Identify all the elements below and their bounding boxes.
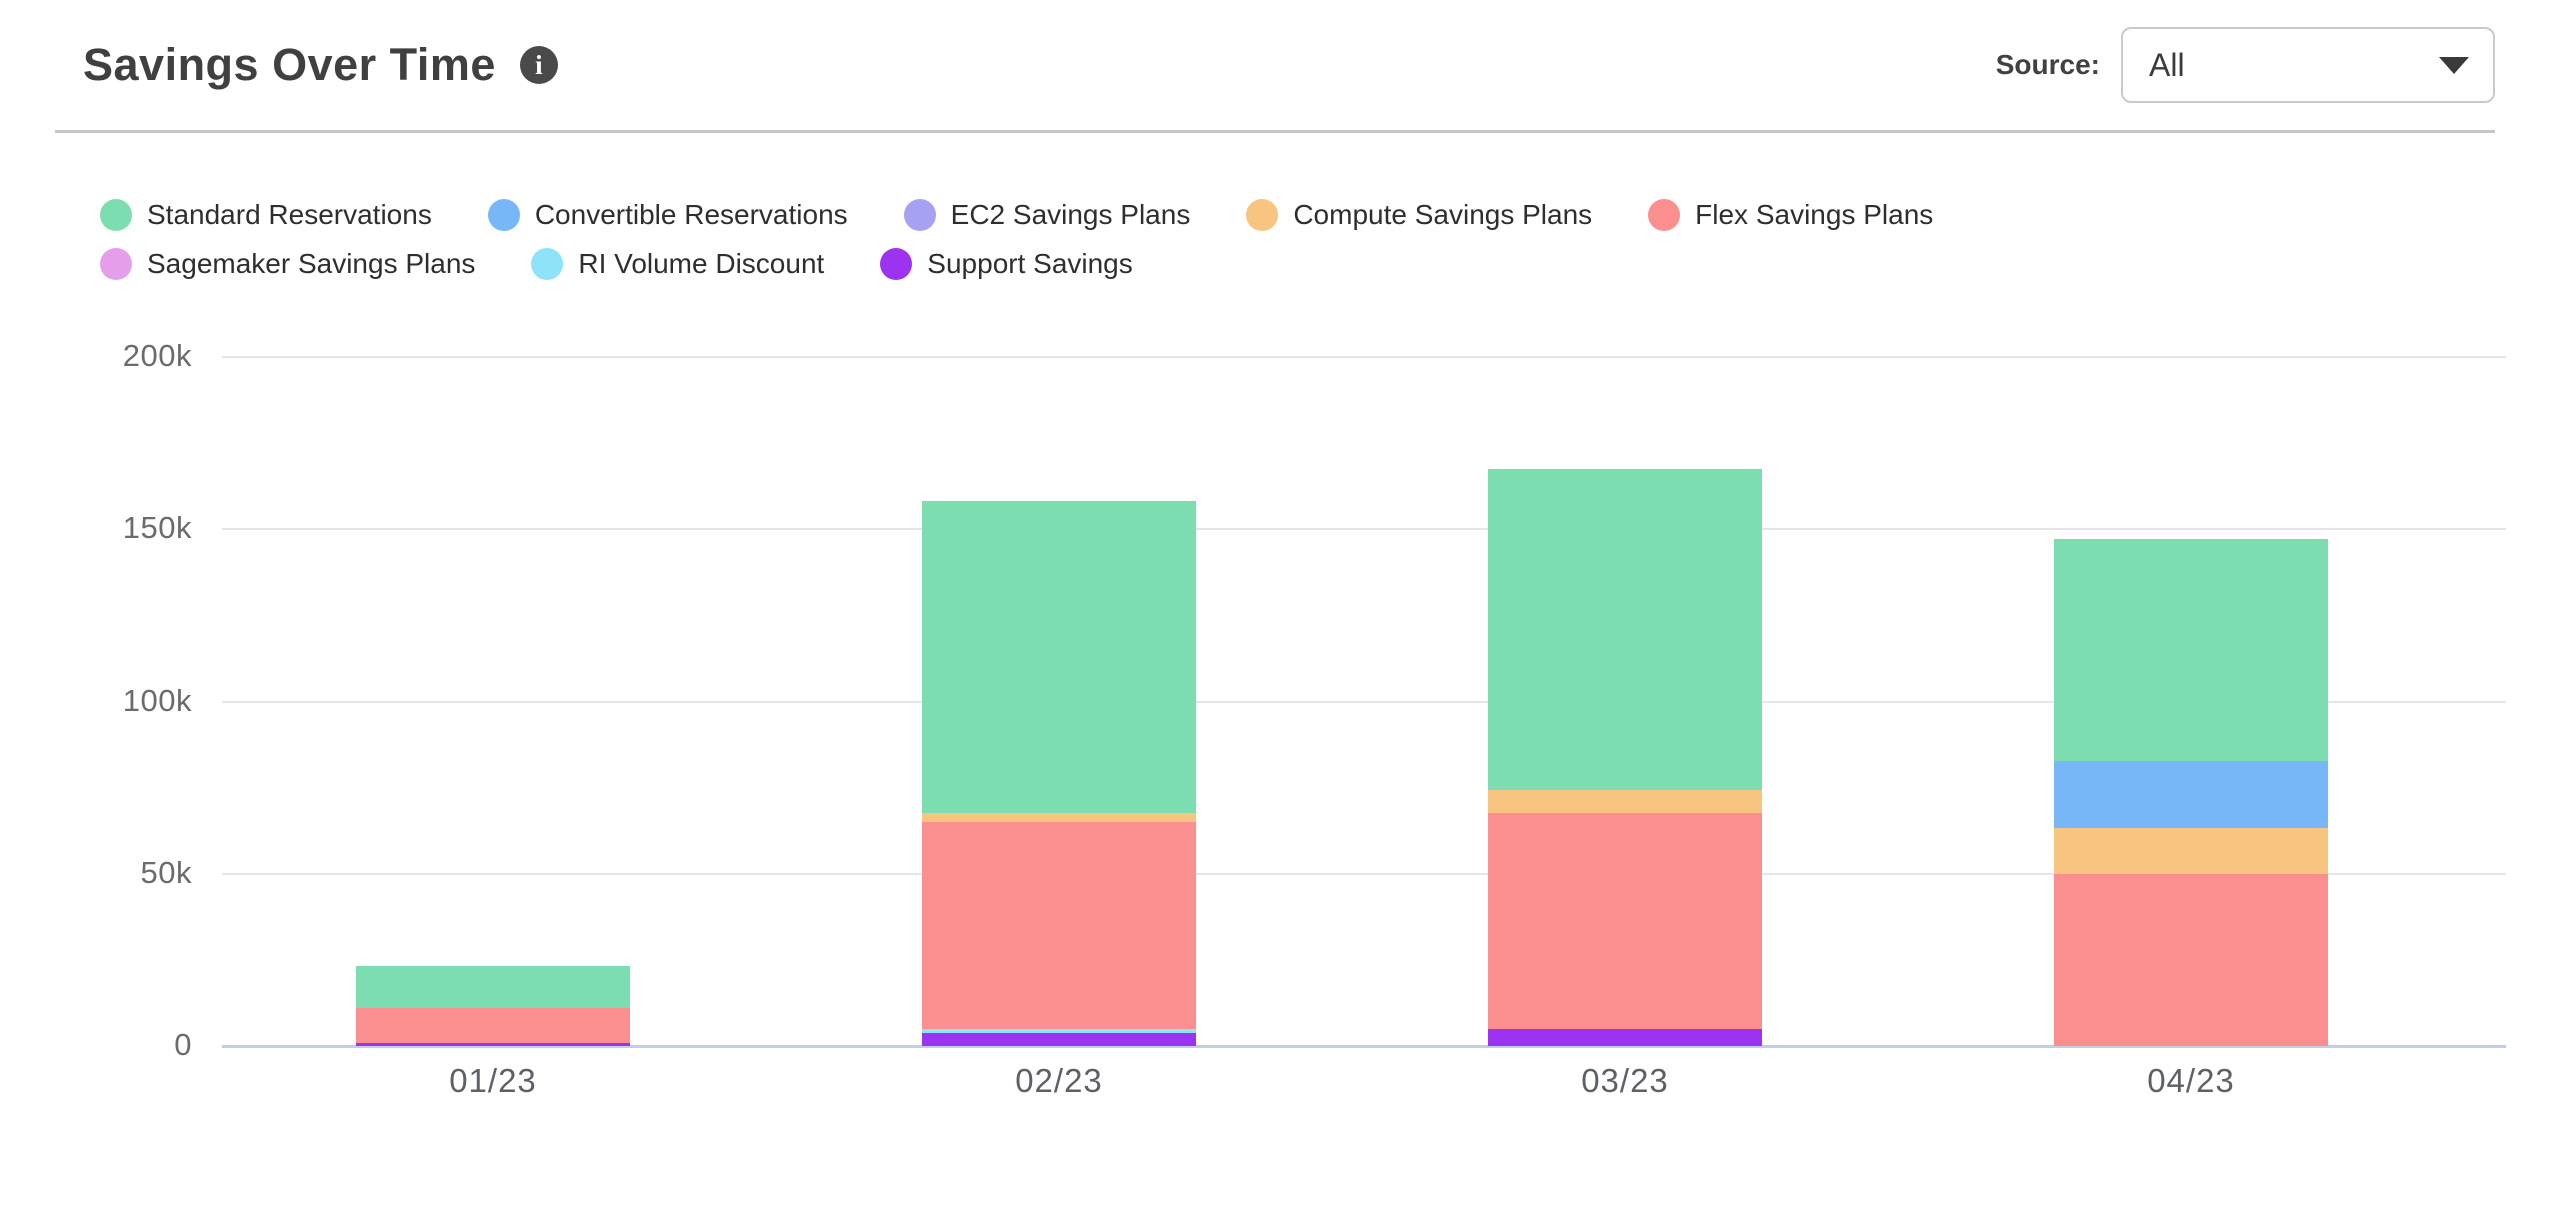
y-axis-tick-label: 150k (122, 510, 192, 546)
source-dropdown[interactable]: All (2121, 27, 2495, 103)
legend-label: Flex Savings Plans (1695, 198, 1934, 230)
legend-item-ec2-savings-plans[interactable]: EC2 Savings Plans (903, 198, 1191, 231)
bar-segment-ri-volume-discount[interactable] (922, 1029, 1196, 1033)
bar-segment-standard-reservations[interactable] (2054, 538, 2328, 762)
legend-label: Standard Reservations (147, 198, 432, 230)
legend-item-compute-savings-plans[interactable]: Compute Savings Plans (1246, 198, 1593, 231)
bar-segment-support-savings[interactable] (1488, 1028, 1762, 1046)
legend-item-flex-savings-plans[interactable]: Flex Savings Plans (1648, 198, 1934, 231)
y-axis-tick-label: 0 (174, 1027, 192, 1062)
source-label: Source: (1995, 49, 2100, 80)
legend-label: Support Savings (927, 247, 1133, 279)
info-icon[interactable]: i (519, 46, 558, 84)
legend-dot-icon (880, 247, 913, 280)
gridline (222, 528, 2506, 531)
bar-segment-standard-reservations[interactable] (922, 501, 1196, 814)
bar-segment-flex-savings-plans[interactable] (2054, 874, 2328, 1046)
legend-item-convertible-reservations[interactable]: Convertible Reservations (487, 198, 848, 231)
legend-item-support-savings[interactable]: Support Savings (880, 247, 1133, 280)
gridline (222, 872, 2506, 875)
legend-dot-icon (487, 198, 520, 231)
legend-row: Standard Reservations Convertible Reserva… (100, 190, 1933, 239)
chevron-down-icon (2439, 56, 2469, 74)
gridline (222, 700, 2506, 703)
legend-dot-icon (100, 198, 132, 231)
bar-segment-support-savings[interactable] (356, 1043, 630, 1046)
legend-row: Sagemaker Savings Plans RI Volume Discoun… (100, 239, 1933, 288)
legend-label: RI Volume Discount (578, 247, 825, 279)
bar-segment-standard-reservations[interactable] (356, 965, 630, 1009)
x-axis-line (222, 1045, 2506, 1048)
legend-label: Sagemaker Savings Plans (147, 247, 476, 279)
panel-title-group: Savings Over Time i (83, 39, 558, 91)
legend-label: Convertible Reservations (534, 198, 848, 230)
legend-item-sagemaker-savings-plans[interactable]: Sagemaker Savings Plans (100, 247, 476, 280)
bar-segment-compute-savings-plans[interactable] (1488, 790, 1762, 814)
x-axis-tick-label: 01/23 (449, 1062, 537, 1099)
header-divider (55, 130, 2495, 133)
legend-item-ri-volume-discount[interactable]: RI Volume Discount (531, 247, 825, 280)
bar-segment-flex-savings-plans[interactable] (922, 822, 1196, 1030)
legend-dot-icon (100, 247, 132, 280)
legend-dot-icon (1648, 198, 1681, 231)
source-filter: Source: All (1996, 27, 2495, 103)
y-axis-tick-label: 200k (122, 338, 192, 373)
legend-dot-icon (903, 198, 936, 231)
gridline (222, 356, 2506, 358)
source-dropdown-value: All (2149, 46, 2185, 83)
chart-legend: Standard Reservations Convertible Reserva… (100, 190, 1933, 288)
bar-segment-flex-savings-plans[interactable] (1488, 813, 1762, 1029)
bar-segment-compute-savings-plans[interactable] (922, 813, 1196, 823)
y-axis-tick-label: 50k (140, 854, 192, 890)
bar-segment-standard-reservations[interactable] (1488, 468, 1762, 791)
legend-dot-icon (531, 247, 564, 280)
panel-title: Savings Over Time (83, 39, 496, 90)
legend-label: EC2 Savings Plans (950, 198, 1191, 230)
bar-segment-support-savings[interactable] (922, 1032, 1196, 1046)
y-axis-tick-label: 100k (122, 682, 192, 718)
bar-segment-compute-savings-plans[interactable] (2054, 827, 2328, 875)
x-axis-tick-label: 04/23 (2147, 1062, 2235, 1099)
bar-segment-convertible-reservations[interactable] (2054, 761, 2328, 828)
panel-header: Savings Over Time i Source: All (0, 0, 2562, 130)
x-axis-tick-label: 02/23 (1015, 1062, 1103, 1099)
legend-dot-icon (1246, 198, 1279, 231)
x-axis-tick-label: 03/23 (1581, 1062, 1669, 1099)
bar-segment-flex-savings-plans[interactable] (356, 1008, 630, 1044)
legend-item-standard-reservations[interactable]: Standard Reservations (100, 198, 432, 231)
legend-label: Compute Savings Plans (1293, 198, 1593, 230)
